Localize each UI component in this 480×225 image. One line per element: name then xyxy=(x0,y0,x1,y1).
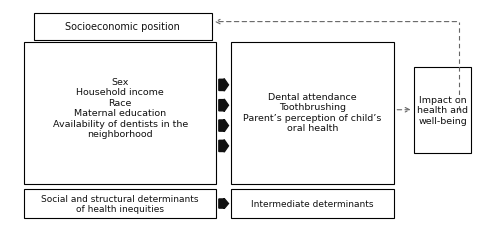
Text: Socioeconomic position: Socioeconomic position xyxy=(65,22,180,32)
Bar xyxy=(24,189,216,218)
Bar xyxy=(230,43,394,184)
Text: Impact on
health and
well-being: Impact on health and well-being xyxy=(416,95,467,125)
Polygon shape xyxy=(218,140,228,153)
Polygon shape xyxy=(218,79,228,92)
Text: Sex
Household income
Race
Maternal education
Availability of dentists in the
nei: Sex Household income Race Maternal educa… xyxy=(52,78,188,138)
Text: Social and structural determinants
of health inequities: Social and structural determinants of he… xyxy=(41,194,199,213)
Polygon shape xyxy=(218,198,228,209)
Text: Dental attendance
Toothbrushing
Parent’s perception of child’s
oral health: Dental attendance Toothbrushing Parent’s… xyxy=(243,92,381,133)
Bar xyxy=(413,68,470,153)
Bar xyxy=(24,43,216,184)
Bar xyxy=(34,14,211,40)
Bar xyxy=(230,189,394,218)
Polygon shape xyxy=(218,99,228,112)
Text: Intermediate determinants: Intermediate determinants xyxy=(251,199,373,208)
Polygon shape xyxy=(218,120,228,132)
